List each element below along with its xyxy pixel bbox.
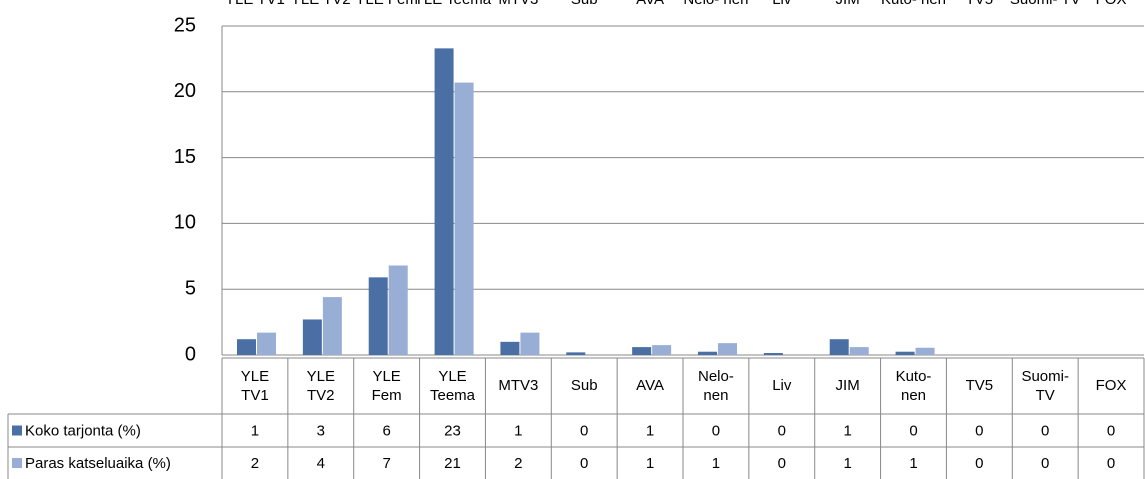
table-value: 0: [778, 455, 786, 472]
table-value: 1: [646, 422, 654, 439]
table-value: 0: [909, 422, 917, 439]
table-value: 1: [514, 422, 522, 439]
table-value: 0: [1041, 455, 1049, 472]
y-tick-label: 10: [174, 212, 196, 234]
bar: [257, 332, 276, 355]
table-value: 1: [909, 455, 917, 472]
table-value: 0: [580, 455, 588, 472]
x-tick-label: Kuto- nenKuto-nen: [881, 0, 946, 404]
table-value: 0: [1041, 422, 1049, 439]
x-tick-label: Nelo- nenNelo-nen: [683, 0, 748, 404]
legend-label: Paras katseluaika (%): [25, 455, 171, 472]
table-value: 4: [317, 455, 325, 472]
bar: [237, 339, 256, 355]
legend-swatch: [12, 458, 22, 468]
bar: [322, 297, 342, 355]
table-value: 1: [843, 422, 851, 439]
bar: [566, 352, 586, 355]
bar: [718, 343, 737, 355]
x-tick-label: TV5TV5: [966, 0, 994, 394]
bar: [368, 277, 388, 355]
bar: [454, 82, 474, 355]
table-value: 6: [382, 422, 390, 439]
table-value: 23: [444, 422, 461, 439]
table-value: 0: [778, 422, 786, 439]
table-value: 1: [843, 455, 851, 472]
x-tick-label: SubSub: [571, 0, 598, 394]
y-tick-label: 5: [185, 277, 196, 299]
bar: [698, 351, 717, 355]
x-tick-label: JIMJIM: [836, 0, 860, 394]
y-tick-label: 20: [174, 80, 196, 102]
bar: [388, 265, 408, 355]
x-tick-label: Suomi- TVSuomi-TV: [1010, 0, 1081, 404]
x-tick-label: AVAAVA: [636, 0, 664, 394]
bar: [829, 339, 849, 355]
bar: [915, 347, 935, 355]
table-value: 3: [317, 422, 325, 439]
legend-label: Koko tarjonta (%): [25, 422, 141, 439]
bar: [849, 347, 869, 355]
y-tick-label: 15: [174, 146, 196, 168]
table-value: 1: [251, 422, 259, 439]
table-value: 2: [251, 455, 259, 472]
x-tick-label: LivLiv: [772, 0, 792, 394]
table-value: 7: [382, 455, 390, 472]
bar: [520, 332, 540, 355]
bar: [434, 48, 454, 355]
bar: [500, 341, 520, 355]
legend-swatch: [12, 425, 22, 436]
y-tick-label: 0: [185, 343, 196, 365]
bar: [632, 347, 652, 355]
table-value: 21: [444, 455, 461, 472]
bar: [302, 319, 322, 355]
table-value: 0: [712, 422, 720, 439]
table-value: 1: [712, 455, 720, 472]
bar: [763, 353, 783, 355]
y-tick-label: 25: [174, 14, 196, 36]
table-value: 1: [646, 455, 654, 472]
table-value: 0: [1107, 422, 1115, 439]
table-value: 0: [1107, 455, 1115, 472]
x-tick-label: FOXFOX: [1096, 0, 1127, 394]
table-value: 2: [514, 455, 522, 472]
bar: [652, 345, 672, 355]
bar: [895, 351, 915, 355]
table-value: 0: [580, 422, 588, 439]
table-value: 0: [975, 455, 983, 472]
table-value: 0: [975, 422, 983, 439]
